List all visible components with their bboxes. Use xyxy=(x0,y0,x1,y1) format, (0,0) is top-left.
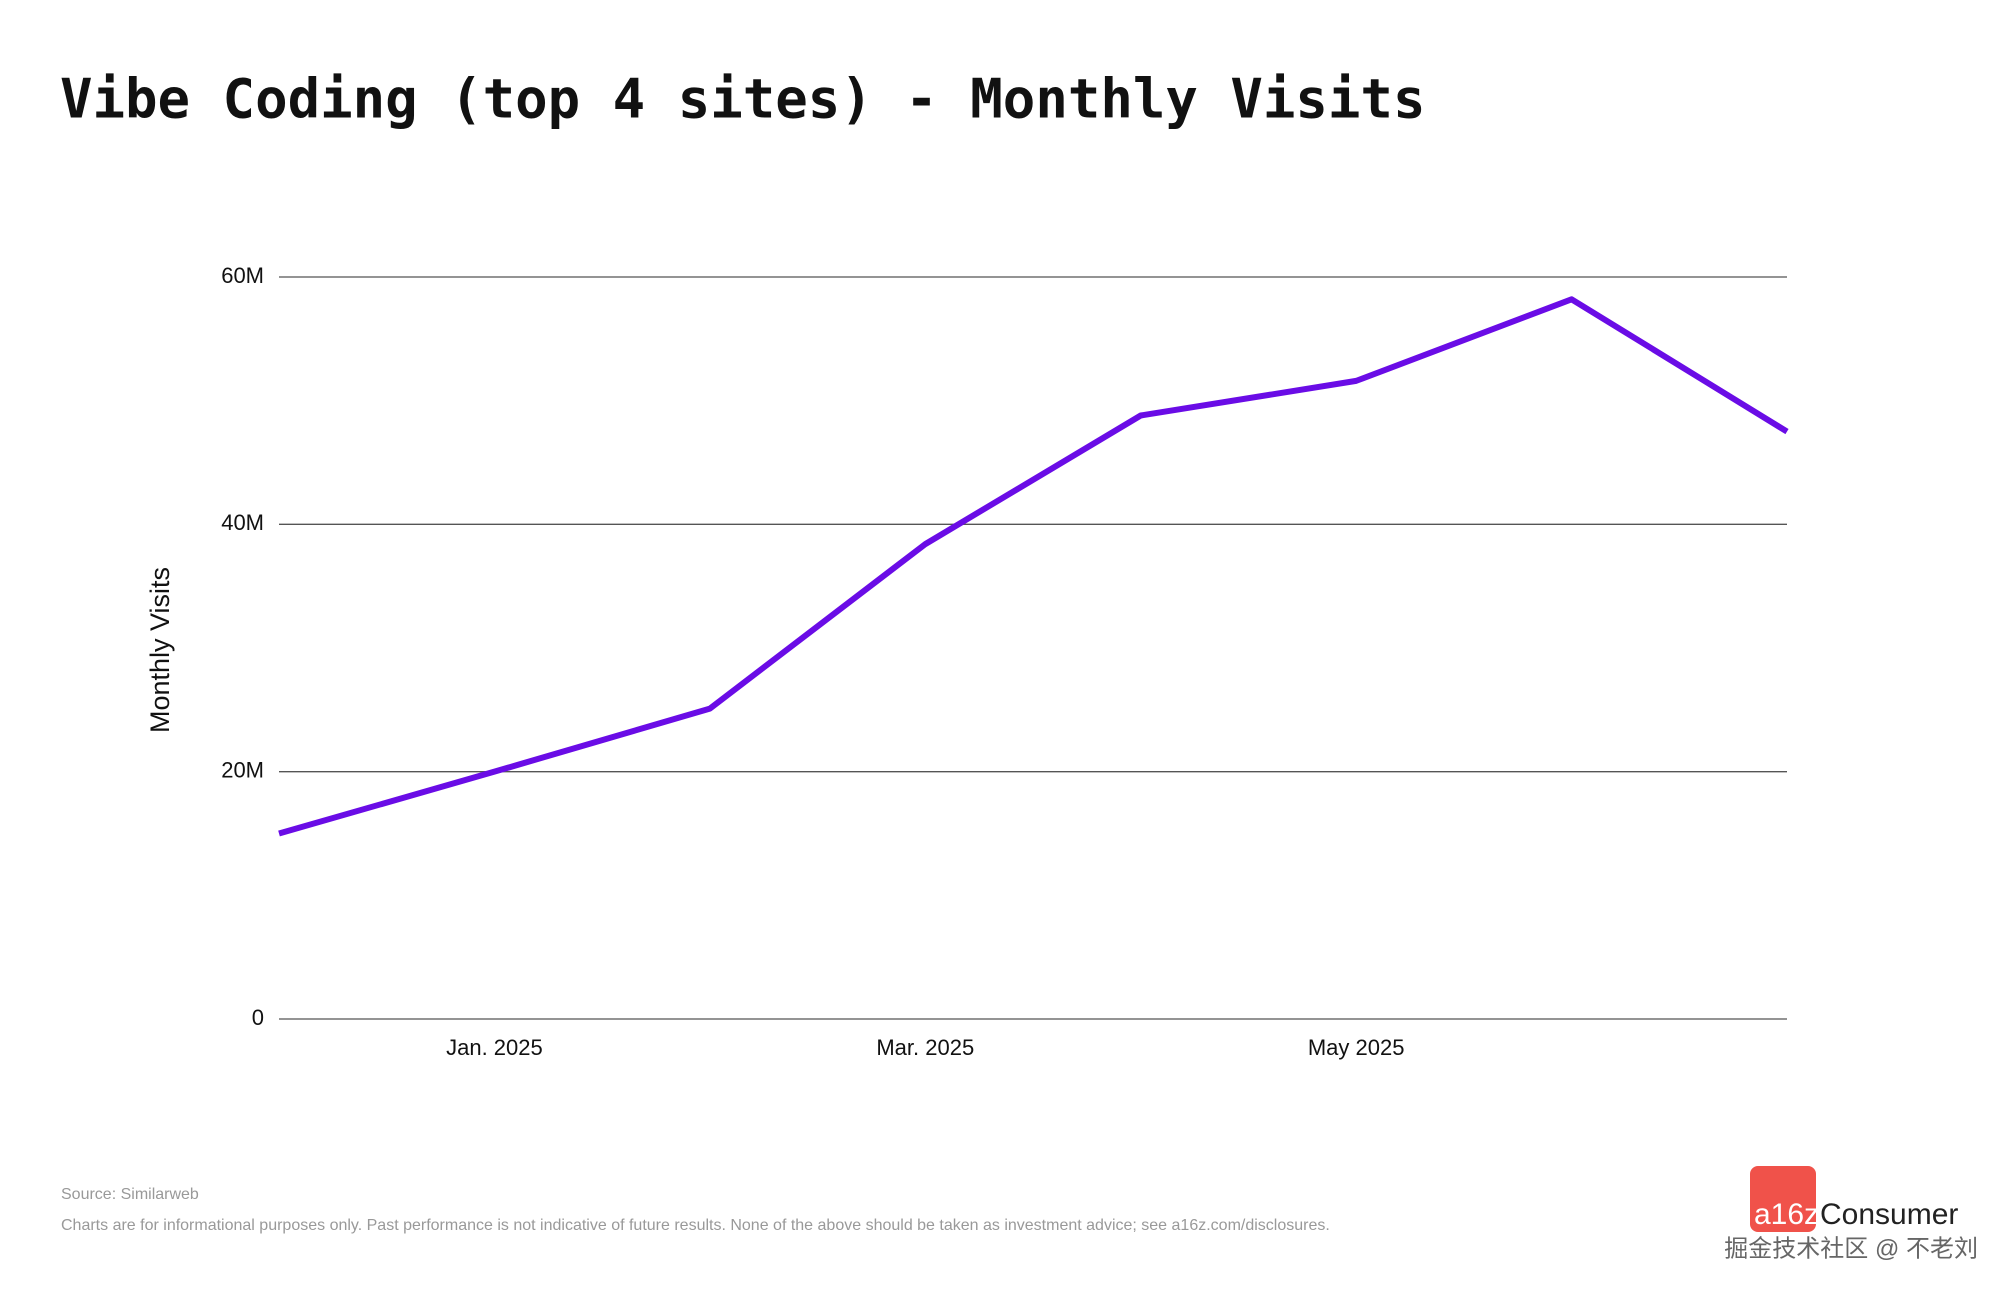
x-tick-label: May 2025 xyxy=(1308,1035,1405,1060)
logo-mark: a16z xyxy=(1754,1198,1819,1231)
x-tick-label: Mar. 2025 xyxy=(876,1035,974,1060)
line xyxy=(278,296,1789,837)
logo-box xyxy=(1750,1166,1816,1232)
watermark: 掘金技术社区 @ 不老刘 xyxy=(1724,1235,1978,1262)
chart-title: Vibe Coding (top 4 sites) - Monthly Visi… xyxy=(60,68,1425,131)
y-tick-label: 60M xyxy=(221,263,264,288)
y-tick-label: 40M xyxy=(221,510,264,535)
y-tick-label: 0 xyxy=(252,1005,264,1030)
logo-text: Consumer xyxy=(1820,1198,1958,1231)
y-tick-label: 20M xyxy=(221,757,264,782)
x-tick-label: Jan. 2025 xyxy=(446,1035,543,1060)
y-axis-label: Monthly Visits xyxy=(145,567,175,733)
disclaimer: Charts are for informational purposes on… xyxy=(61,1217,1330,1234)
source: Source: Similarweb xyxy=(61,1186,199,1203)
